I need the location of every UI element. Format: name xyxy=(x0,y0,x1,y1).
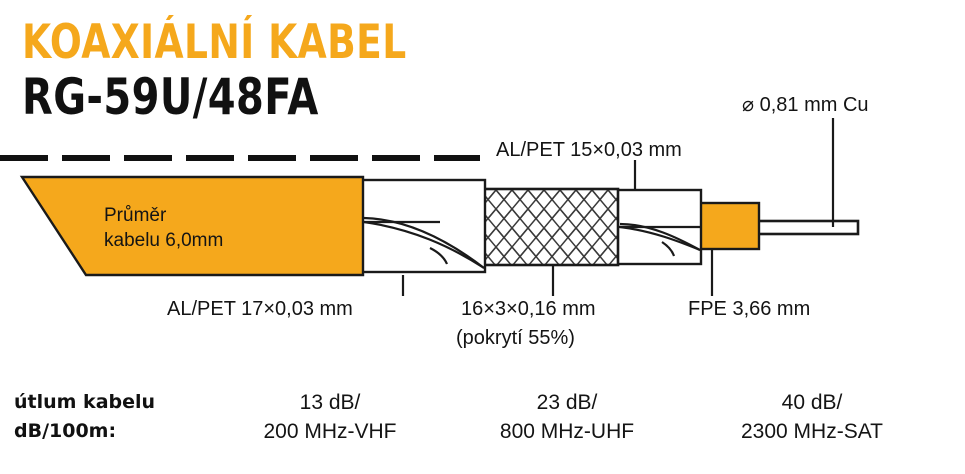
jacket-label-line1: Průměr xyxy=(104,205,167,226)
page-title-model: RG-59U/48FA xyxy=(22,68,319,126)
foil-inner-peel-tip xyxy=(661,241,676,257)
attenuation-band-vhf: 200 MHz-VHF xyxy=(263,420,397,443)
label-foil-inner: AL/PET 15×0,03 mm xyxy=(496,139,682,161)
title-block: KOAXIÁLNÍ KABEL RG-59U/48FA xyxy=(22,15,622,126)
dielectric-fpe-block xyxy=(698,201,761,251)
center-conductor-copper xyxy=(754,219,860,236)
label-braid-line1: 16×3×0,16 mm xyxy=(461,298,596,320)
jacket-label-line2: kabelu 6,0mm xyxy=(104,230,224,251)
label-braid-line2: (pokrytí 55%) xyxy=(456,327,575,349)
label-foil-outer: AL/PET 17×0,03 mm xyxy=(167,298,353,320)
attenuation-band-uhf: 800 MHz-UHF xyxy=(499,420,635,443)
attenuation-value-sat: 40 dB/ xyxy=(781,391,843,414)
attenuation-header-line1: útlum kabelu xyxy=(14,391,156,413)
foil-outer-peel-curve-bottom xyxy=(363,220,485,269)
label-dielectric-fpe: FPE 3,66 mm xyxy=(688,298,811,320)
page-title-category: KOAXIÁLNÍ KABEL xyxy=(22,15,407,70)
foil-inner-peel-curve-bottom xyxy=(619,225,701,252)
attenuation-table: útlum kabelu dB/100m: 13 dB/ 200 MHz-VHF… xyxy=(0,388,965,468)
attenuation-value-vhf: 13 dB/ xyxy=(299,391,361,414)
outer-jacket-orange xyxy=(19,175,365,277)
label-center-conductor: ⌀ 0,81 mm Cu xyxy=(742,94,869,116)
foil-outer-peel-tip xyxy=(429,247,449,265)
attenuation-value-uhf: 23 dB/ xyxy=(536,391,598,414)
attenuation-band-sat: 2300 MHz-SAT xyxy=(741,420,883,443)
braid-shield-body xyxy=(482,187,620,267)
attenuation-header-line2: dB/100m: xyxy=(14,420,117,442)
foil-outer-peel-curve-top xyxy=(363,216,485,269)
